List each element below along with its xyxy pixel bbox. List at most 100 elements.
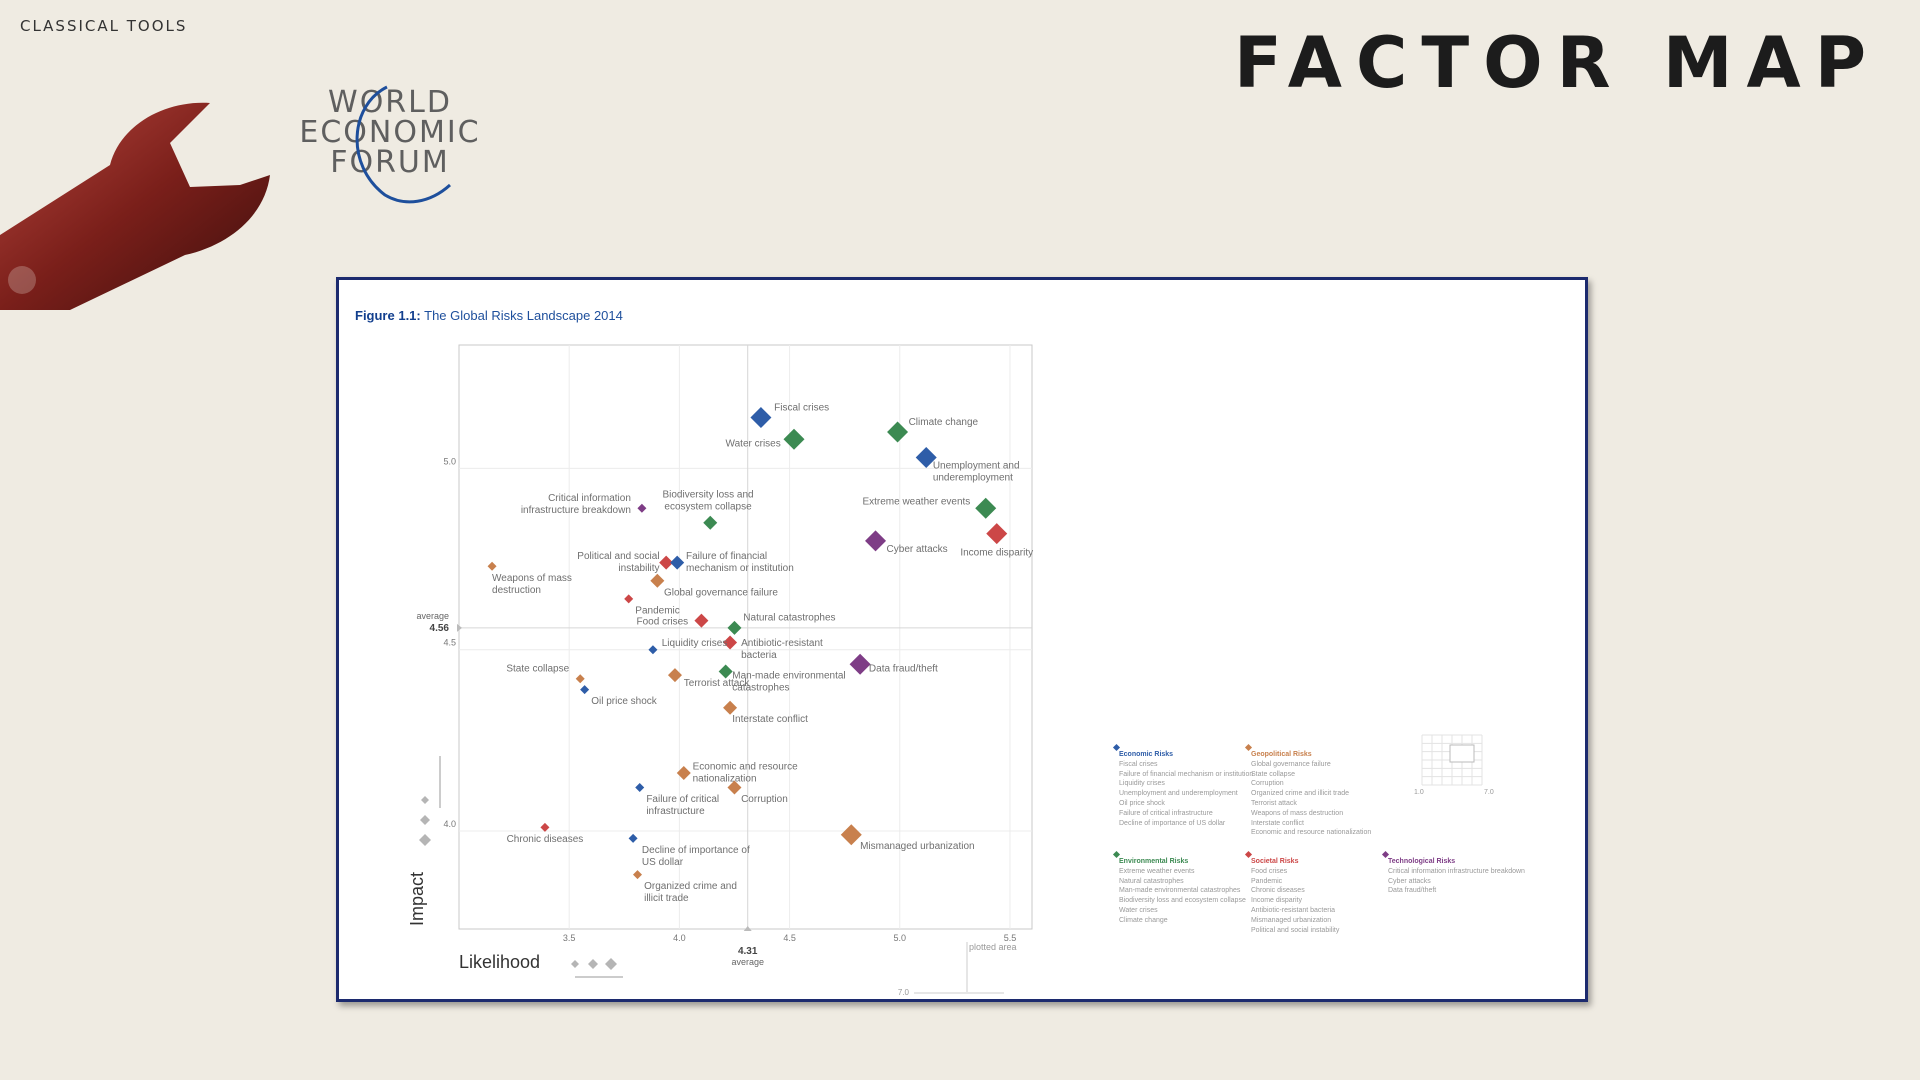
risk-label-4: Critical information infrastructure break… — [521, 493, 631, 516]
risk-label-11: Weapons of mass destruction — [492, 573, 572, 596]
legend-item: Water crises — [1119, 906, 1158, 914]
figure-caption: Figure 1.1: The Global Risks Landscape 2… — [355, 308, 623, 323]
risk-label-18: Data fraud/theft — [869, 663, 938, 674]
size-key-x-0 — [571, 960, 579, 968]
risk-label-10: Failure of financial mechanism or institu… — [686, 551, 794, 574]
risk-label-20: Terrorist attack — [684, 678, 751, 689]
legend-item: Income disparity — [1251, 897, 1302, 905]
legend-item: Food crises — [1251, 867, 1288, 875]
risk-scatter-chart: 3.5 4.0 4.5 5.0 5.54.04.55.04.31averageavera… — [407, 344, 1494, 997]
average-x-label: average — [731, 957, 764, 967]
risk-label-28: Mismanaged urbanization — [860, 841, 975, 852]
risk-point-21 — [575, 674, 585, 684]
risk-label-16: Antibiotic-resistant bacteria — [741, 638, 823, 661]
legend-item: Liquidity crises — [1119, 780, 1165, 788]
risk-label-21: State collapse — [506, 663, 569, 674]
legend-title-geopolitical: Geopolitical Risks — [1251, 751, 1312, 758]
risk-point-26 — [635, 783, 645, 793]
legend-title-technological: Technological Risks — [1388, 858, 1456, 865]
risk-point-14 — [694, 613, 709, 628]
legend-item: Man-made environmental catastrophes — [1119, 887, 1241, 895]
risk-point-12 — [650, 573, 665, 588]
risk-point-22 — [580, 685, 590, 695]
world-economic-forum-logo: WORLD ECONOMIC FORUM — [290, 85, 490, 205]
logo-line-2: ECONOMIC — [299, 115, 481, 150]
legend-item: Extreme weather events — [1119, 867, 1195, 875]
legend-item: Corruption — [1251, 780, 1284, 788]
x-tick-label-2: 4.5 — [783, 933, 796, 943]
risk-label-15: Natural catastrophes — [743, 613, 835, 624]
risk-label-26: Failure of critical infrastructure — [646, 794, 719, 817]
legend-group-technological: Technological Risks Critical information … — [1381, 850, 1525, 896]
risk-label-14: Food crises — [637, 616, 689, 627]
risk-point-4 — [637, 503, 647, 513]
legend-item: Oil price shock — [1119, 799, 1165, 807]
y-tick-label-0: 4.0 — [443, 819, 456, 829]
risk-label-6: Extreme weather events — [862, 497, 970, 508]
size-key-y-2 — [419, 834, 431, 846]
risk-label-27: Chronic diseases — [507, 834, 584, 845]
risk-label-12: Global governance failure — [664, 587, 778, 598]
risk-point-16 — [723, 635, 738, 650]
legend-item: Global governance failure — [1251, 760, 1331, 768]
inset-tick-0: 1.0 — [1414, 789, 1424, 796]
average-x-marker — [743, 926, 752, 931]
risk-label-7: Income disparity — [960, 547, 1033, 558]
legend-item: Failure of financial mechanism or instit… — [1119, 770, 1254, 778]
risk-point-10 — [670, 555, 685, 570]
section-label: CLASSICAL TOOLS — [20, 17, 188, 35]
risk-point-8 — [865, 530, 887, 552]
legend-item: Economic and resource nationalization — [1251, 829, 1372, 837]
figure-caption-title: The Global Risks Landscape 2014 — [424, 308, 623, 323]
size-key-x-2 — [605, 958, 617, 970]
legend-item: Chronic diseases — [1251, 887, 1305, 895]
risk-point-20 — [667, 668, 682, 683]
legend-item: State collapse — [1251, 770, 1295, 778]
figure-frame: Figure 1.1: The Global Risks Landscape 2… — [336, 277, 1588, 1002]
average-y-value: 4.56 — [430, 623, 450, 634]
size-key-x-1 — [588, 959, 598, 969]
legend-item: Terrorist attack — [1251, 799, 1297, 807]
y-tick-label-1: 4.5 — [443, 638, 456, 648]
risk-point-1 — [887, 421, 909, 443]
risk-label-17: Liquidity crises — [662, 638, 728, 649]
risk-label-3: Unemployment and underemployment — [933, 460, 1020, 483]
x-axis-label: Likelihood — [459, 952, 540, 972]
risk-point-0 — [750, 407, 772, 429]
y-tick-label-2: 5.0 — [443, 456, 456, 466]
legend-item: Data fraud/theft — [1388, 887, 1437, 895]
legend-group-geopolitical: Geopolitical Risks Global governance fail… — [1244, 743, 1372, 838]
risk-label-0: Fiscal crises — [774, 402, 829, 413]
legend-item: Biodiversity loss and ecosystem collapse — [1119, 897, 1246, 905]
logo-line-1: WORLD — [328, 85, 452, 120]
risk-label-24: Economic and resource nationalization — [693, 761, 798, 784]
legend-item: Organized crime and illicit trade — [1251, 790, 1350, 798]
x-tick-label-1: 4.0 — [673, 933, 686, 943]
risk-point-25 — [727, 780, 742, 795]
legend-item: Cyber attacks — [1388, 877, 1431, 885]
legend-group-environmental: Environmental Risks Extreme weather event… — [1112, 850, 1246, 926]
legend-item: Weapons of mass destruction — [1251, 809, 1344, 817]
legend-item: Decline of importance of US dollar — [1119, 819, 1226, 827]
risk-label-22: Oil price shock — [591, 696, 658, 707]
legend-title-environmental: Environmental Risks — [1119, 858, 1189, 865]
risk-label-25: Corruption — [741, 794, 788, 805]
risk-point-23 — [723, 700, 738, 715]
legend-item: Failure of critical infrastructure — [1119, 809, 1213, 817]
risk-point-30 — [633, 870, 643, 880]
legend-item: Natural catastrophes — [1119, 877, 1184, 885]
risk-point-29 — [628, 833, 638, 843]
legend-item: Interstate conflict — [1251, 819, 1304, 827]
wrench-icon — [0, 102, 270, 310]
average-y-marker — [457, 623, 462, 632]
risk-point-18 — [849, 653, 871, 675]
risk-point-17 — [648, 645, 658, 655]
risk-label-9: Political and social instability — [577, 551, 659, 574]
legend-item: Political and social instability — [1251, 926, 1340, 934]
legend-item: Pandemic — [1251, 877, 1283, 885]
risk-point-9 — [659, 555, 674, 570]
x-tick-label-0: 3.5 — [563, 933, 576, 943]
risk-label-13: Pandemic — [635, 605, 679, 616]
risk-point-27 — [540, 822, 550, 832]
risk-point-13 — [624, 594, 634, 604]
